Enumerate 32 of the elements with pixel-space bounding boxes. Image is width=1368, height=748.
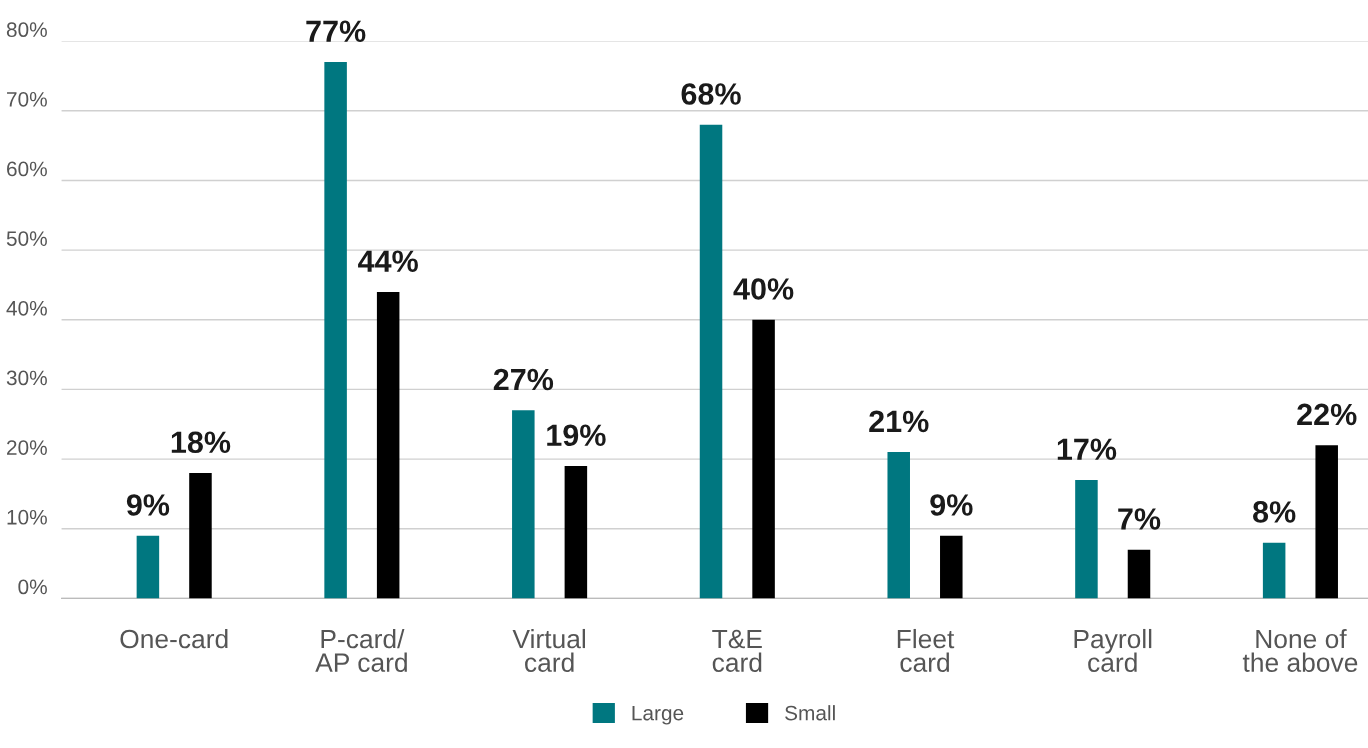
x-tick-label: Payroll card bbox=[1074, 628, 1152, 672]
x-tick-label: One-card bbox=[120, 628, 228, 649]
y-tick-label: 40% bbox=[6, 300, 47, 316]
data-label: 9% bbox=[126, 494, 170, 516]
x-tick-label: Fleet card bbox=[897, 628, 955, 672]
y-tick-label: 20% bbox=[7, 440, 47, 455]
x-tick-label: None of the above bbox=[1242, 628, 1358, 672]
data-label: 44% bbox=[358, 250, 418, 272]
data-label: 68% bbox=[681, 83, 741, 105]
data-label: 19% bbox=[547, 424, 606, 447]
legend-label: Large bbox=[632, 705, 684, 725]
data-label: 7% bbox=[1118, 508, 1161, 530]
y-tick-label: 30% bbox=[6, 370, 47, 386]
data-label: 17% bbox=[1057, 438, 1117, 460]
data-label: 21% bbox=[869, 410, 929, 433]
x-tick-label: P-card/ AP card bbox=[315, 628, 407, 672]
y-tick-label: 0% bbox=[18, 579, 47, 595]
x-tick-label: Virtual card bbox=[512, 628, 585, 672]
data-label: 27% bbox=[493, 368, 554, 391]
y-tick-label: 80% bbox=[6, 22, 47, 38]
legend-label: Small bbox=[785, 705, 835, 721]
y-tick-label: 10% bbox=[7, 509, 47, 525]
data-label: 40% bbox=[733, 278, 794, 300]
data-label: 77% bbox=[306, 20, 366, 43]
data-label: 9% bbox=[930, 494, 973, 516]
y-tick-label: 70% bbox=[7, 91, 47, 107]
data-label: 18% bbox=[171, 431, 231, 454]
data-label: 22% bbox=[1297, 403, 1357, 426]
x-tick-label: T&E card bbox=[712, 629, 762, 672]
data-label: 8% bbox=[1253, 501, 1296, 523]
y-tick-label: 60% bbox=[7, 161, 47, 177]
y-tick-label: 50% bbox=[6, 231, 47, 246]
